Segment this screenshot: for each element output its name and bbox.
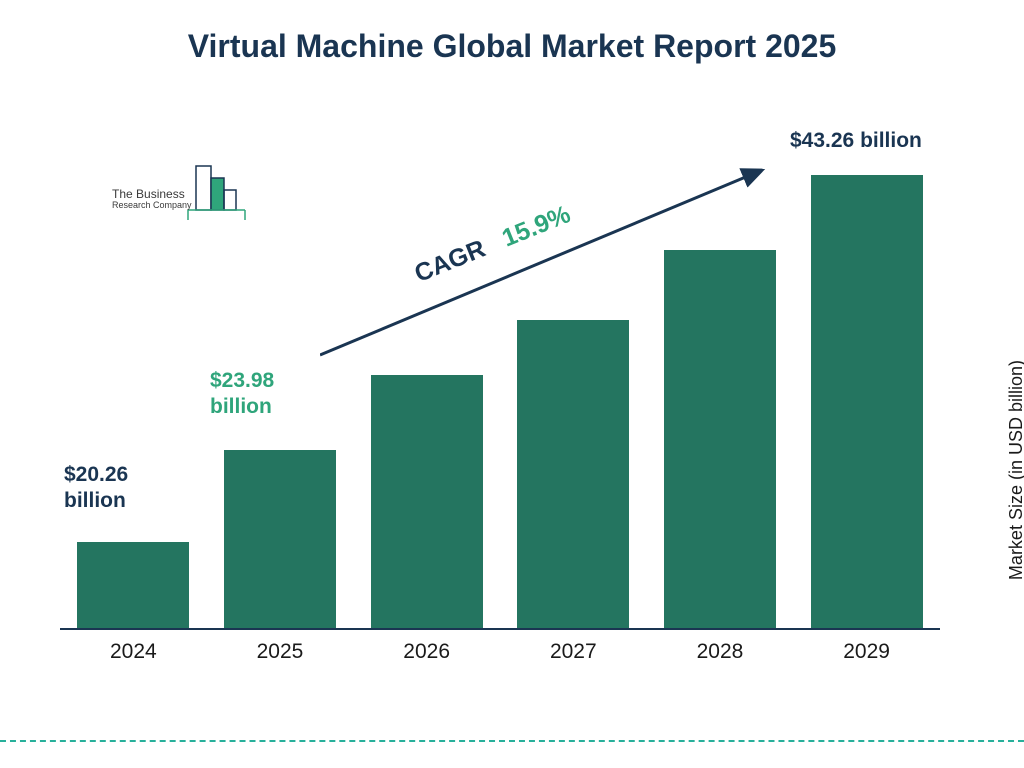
bar <box>224 450 336 630</box>
bottom-divider <box>0 740 1024 742</box>
x-tick-label: 2025 <box>220 634 340 670</box>
bar-slot <box>367 375 487 630</box>
chart-plot-area: 2024 2025 2026 2027 2028 2029 <box>60 110 940 670</box>
bar-slot <box>220 450 340 630</box>
bar <box>77 542 189 630</box>
bar <box>811 175 923 630</box>
x-tick-label: 2026 <box>367 634 487 670</box>
bar-slot <box>73 542 193 630</box>
x-tick-label: 2029 <box>807 634 927 670</box>
bar <box>371 375 483 630</box>
bar-value-label: $20.26 billion <box>64 462 174 515</box>
bar-slot <box>513 320 633 630</box>
bar <box>664 250 776 630</box>
x-tick-label: 2028 <box>660 634 780 670</box>
bar-value-label: $23.98 billion <box>210 368 320 421</box>
chart-title: Virtual Machine Global Market Report 202… <box>0 0 1024 65</box>
bar-slot <box>807 175 927 630</box>
y-axis-label: Market Size (in USD billion) <box>1006 360 1024 580</box>
x-axis-labels: 2024 2025 2026 2027 2028 2029 <box>60 634 940 670</box>
x-tick-label: 2027 <box>513 634 633 670</box>
bar-slot <box>660 250 780 630</box>
bar-value-label: $43.26 billion <box>790 128 970 154</box>
bar <box>517 320 629 630</box>
x-tick-label: 2024 <box>73 634 193 670</box>
bars-container <box>60 140 940 630</box>
x-axis-line <box>60 628 940 630</box>
